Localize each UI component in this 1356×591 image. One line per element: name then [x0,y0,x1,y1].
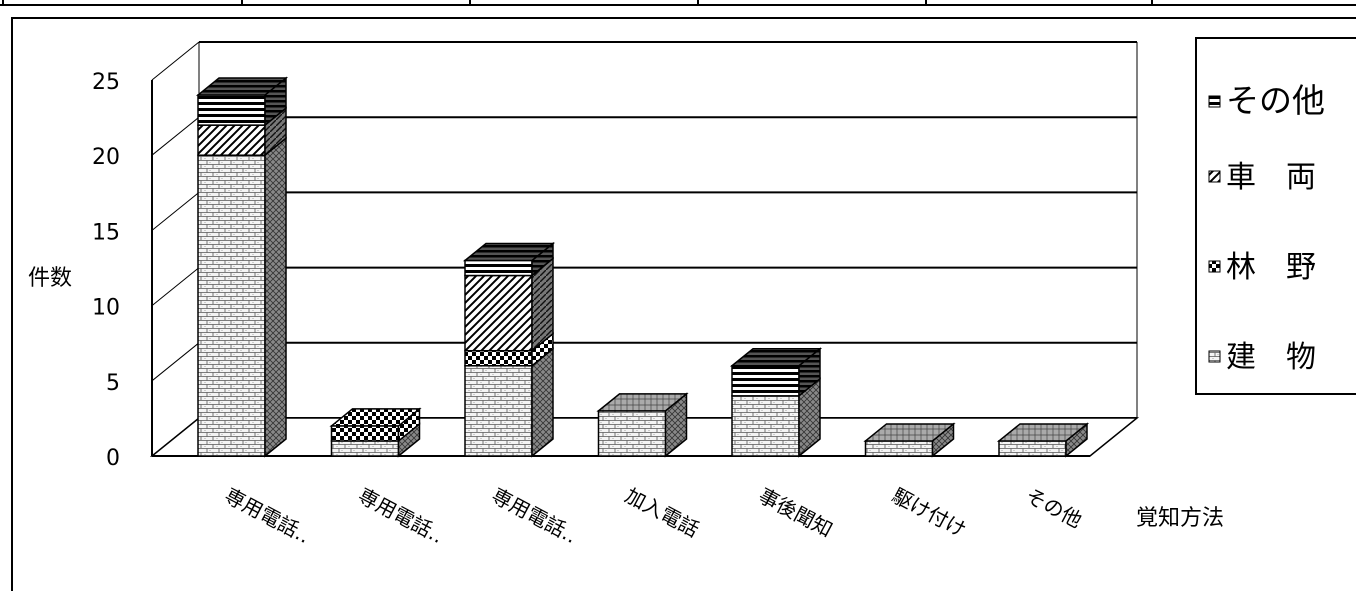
x-tick-label: 事後聞知 [755,483,837,542]
x-tick-label: 駆け付け [888,483,970,542]
bar-top [195,77,289,96]
x-tick-label: 専用電話‥ [221,483,315,548]
bar-segment [864,440,934,457]
y-tick-label: 10 [92,296,120,321]
legend-label-forest: 林 野 [1226,250,1316,285]
bar-segment [330,440,400,457]
y-tick-label: 0 [106,446,120,471]
gridline-side [151,192,200,231]
bar-top [863,423,956,442]
bar-segment [731,365,800,397]
bar-top [729,348,823,367]
legend-label-building: 建 物 [1226,340,1316,375]
y-tick-label: 15 [92,220,120,245]
gridline-side [151,342,200,382]
bar-stack [596,392,689,458]
x-tick-label: 専用電話‥ [488,483,582,548]
bar-segment [197,154,266,457]
x-tick-label: その他 [1022,483,1086,532]
bar-segment [197,124,266,156]
legend-label-vehicle: 車 両 [1226,160,1316,195]
y-tick-label: 25 [92,70,120,95]
legend: その他 車 両 林 野 建 物 [1195,37,1356,395]
gridline-side [151,116,200,156]
x-tick-label: 加入電話 [621,483,703,542]
bar-segment [464,259,533,277]
legend-item-other: その他 [1208,81,1325,120]
bar-segment [197,94,266,126]
bar-top [462,242,556,262]
y-tick-label: 20 [92,145,120,170]
gridline-side [151,41,200,81]
legend-label-other: その他 [1226,81,1325,120]
legend-item-vehicle: 車 両 [1208,160,1316,195]
bar-segment [998,440,1067,457]
bar-segment [464,365,533,457]
bar-segment [330,425,400,442]
bar-segment [731,395,800,457]
x-axis-title: 覚知方法 [1136,506,1224,531]
bar-top [596,393,689,412]
legend-box [1195,37,1356,395]
legend-item-building: 建 物 [1208,340,1316,375]
bar-stack [729,347,823,458]
y-axis-title: 件数 [28,266,72,291]
bar-segment-side [531,347,554,458]
bar-stack [329,407,422,458]
bar-top [996,423,1090,442]
gridline-side [151,267,200,306]
legend-item-forest: 林 野 [1208,250,1316,285]
bar-stack [462,241,556,458]
bar-stack [996,422,1090,458]
bar-segment [464,349,533,367]
x-tick-label: 専用電話‥ [354,483,448,548]
bar-segment-side [264,136,287,458]
bar-stack [863,422,956,458]
bar-stack [195,76,289,458]
bar-top [329,408,422,427]
bars [195,76,1090,458]
bar-segment [597,410,667,457]
bar-segment [464,274,533,352]
y-tick-label: 5 [106,371,120,396]
